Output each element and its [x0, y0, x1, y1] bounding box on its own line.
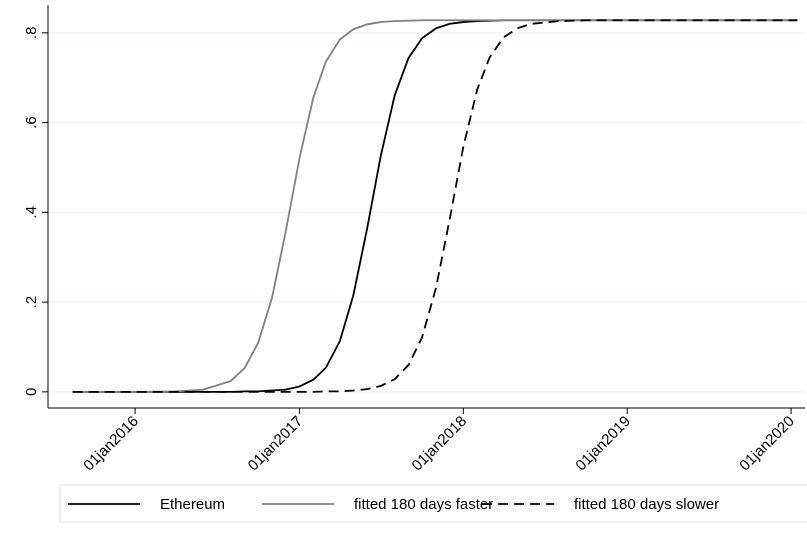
legend-box: [59, 484, 807, 523]
y-tick-label: .6: [23, 116, 40, 129]
x-tick-label: 01jan2019: [572, 413, 634, 475]
series-line: [72, 19, 798, 393]
y-tick-label: 0: [23, 388, 40, 396]
legend-label: fitted 180 days slower: [574, 496, 719, 513]
x-tick-label: 01jan2017: [245, 413, 307, 475]
legend-label: Ethereum: [160, 496, 225, 513]
y-tick-label: .8: [23, 27, 40, 40]
series-line: [72, 19, 798, 393]
y-tick-label: .2: [23, 296, 40, 309]
x-tick-label: 01jan2020: [736, 413, 798, 475]
x-tick-label: 01jan2016: [80, 413, 142, 475]
y-tick-label: .4: [23, 206, 40, 219]
series-line: [72, 19, 798, 393]
legend: Ethereum fitted 180 days faster fitted 180…: [59, 484, 807, 523]
legend-label: fitted 180 days faster: [354, 496, 493, 513]
x-tick-label: 01jan2018: [409, 413, 471, 475]
